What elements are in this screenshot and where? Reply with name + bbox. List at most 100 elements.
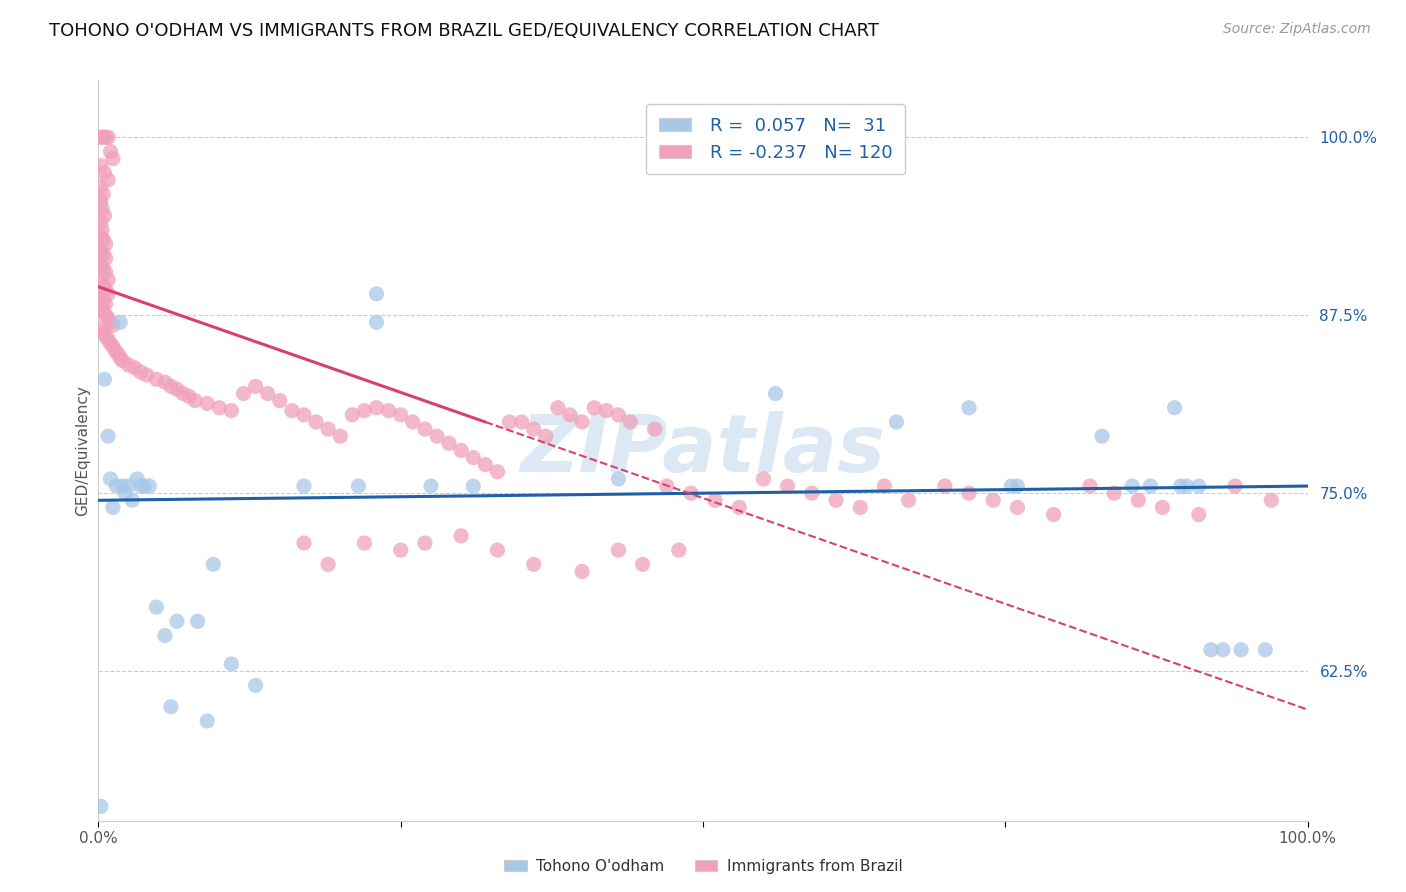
Point bbox=[111, 353, 134, 368]
Point bbox=[91, 187, 114, 202]
Point bbox=[1078, 479, 1101, 493]
Point bbox=[1170, 479, 1192, 493]
Point bbox=[316, 558, 339, 572]
Point bbox=[873, 479, 896, 493]
Point bbox=[1007, 500, 1029, 515]
Point bbox=[347, 479, 370, 493]
Point bbox=[655, 479, 678, 493]
Point bbox=[463, 450, 485, 465]
Point bbox=[135, 368, 157, 382]
Point bbox=[101, 318, 124, 333]
Text: ZIPatlas: ZIPatlas bbox=[520, 411, 886, 490]
Point bbox=[450, 529, 472, 543]
Point bbox=[101, 339, 124, 353]
Point bbox=[426, 429, 449, 443]
Point bbox=[195, 396, 218, 410]
Point bbox=[1152, 500, 1174, 515]
Point bbox=[402, 415, 425, 429]
Point bbox=[849, 500, 872, 515]
Point bbox=[129, 479, 152, 493]
Point bbox=[1254, 642, 1277, 657]
Point bbox=[90, 258, 112, 272]
Point bbox=[91, 202, 114, 216]
Point bbox=[90, 230, 112, 244]
Point bbox=[534, 429, 557, 443]
Point bbox=[583, 401, 606, 415]
Point bbox=[1139, 479, 1161, 493]
Point bbox=[366, 315, 388, 329]
Point bbox=[981, 493, 1004, 508]
Point bbox=[800, 486, 823, 500]
Point bbox=[121, 493, 143, 508]
Point bbox=[329, 429, 352, 443]
Legend: Tohono O'odham, Immigrants from Brazil: Tohono O'odham, Immigrants from Brazil bbox=[498, 853, 908, 880]
Point bbox=[269, 393, 291, 408]
Point bbox=[93, 166, 115, 180]
Point bbox=[897, 493, 920, 508]
Point bbox=[523, 558, 546, 572]
Point bbox=[94, 283, 117, 297]
Point bbox=[607, 543, 630, 558]
Point bbox=[145, 372, 167, 386]
Point bbox=[389, 408, 412, 422]
Point bbox=[1260, 493, 1282, 508]
Text: Source: ZipAtlas.com: Source: ZipAtlas.com bbox=[1223, 22, 1371, 37]
Point bbox=[108, 351, 131, 365]
Point bbox=[765, 386, 787, 401]
Point bbox=[463, 479, 485, 493]
Point bbox=[305, 415, 328, 429]
Point bbox=[547, 401, 569, 415]
Point bbox=[111, 479, 134, 493]
Point bbox=[94, 252, 117, 266]
Point bbox=[90, 799, 112, 814]
Point bbox=[221, 403, 243, 417]
Point bbox=[957, 401, 980, 415]
Point bbox=[1128, 493, 1150, 508]
Point bbox=[1091, 429, 1114, 443]
Point bbox=[138, 479, 160, 493]
Point bbox=[153, 628, 176, 642]
Point bbox=[97, 272, 120, 286]
Point bbox=[292, 408, 315, 422]
Point bbox=[160, 699, 183, 714]
Point bbox=[607, 408, 630, 422]
Point bbox=[353, 403, 375, 417]
Point bbox=[607, 472, 630, 486]
Point bbox=[523, 422, 546, 436]
Point bbox=[886, 415, 908, 429]
Point bbox=[100, 336, 122, 351]
Point bbox=[1042, 508, 1064, 522]
Point bbox=[184, 393, 207, 408]
Point bbox=[571, 565, 593, 579]
Point bbox=[1121, 479, 1143, 493]
Point bbox=[108, 315, 131, 329]
Point bbox=[776, 479, 799, 493]
Point bbox=[114, 486, 136, 500]
Point bbox=[631, 558, 654, 572]
Point bbox=[166, 382, 188, 396]
Point bbox=[90, 290, 112, 304]
Point bbox=[100, 315, 122, 329]
Point bbox=[91, 293, 114, 308]
Point bbox=[91, 130, 114, 145]
Point bbox=[728, 500, 751, 515]
Point bbox=[97, 173, 120, 187]
Point bbox=[90, 321, 112, 335]
Y-axis label: GED/Equivalency: GED/Equivalency bbox=[75, 385, 90, 516]
Point bbox=[90, 301, 112, 315]
Point bbox=[101, 152, 124, 166]
Point bbox=[256, 386, 278, 401]
Point bbox=[91, 223, 114, 237]
Point bbox=[93, 372, 115, 386]
Point bbox=[107, 346, 129, 360]
Point bbox=[90, 244, 112, 259]
Point bbox=[389, 543, 412, 558]
Point bbox=[134, 479, 156, 493]
Point bbox=[245, 379, 267, 393]
Point bbox=[104, 343, 127, 358]
Point bbox=[94, 265, 117, 279]
Point bbox=[1175, 479, 1198, 493]
Point bbox=[474, 458, 496, 472]
Point bbox=[366, 286, 388, 301]
Point bbox=[91, 326, 114, 340]
